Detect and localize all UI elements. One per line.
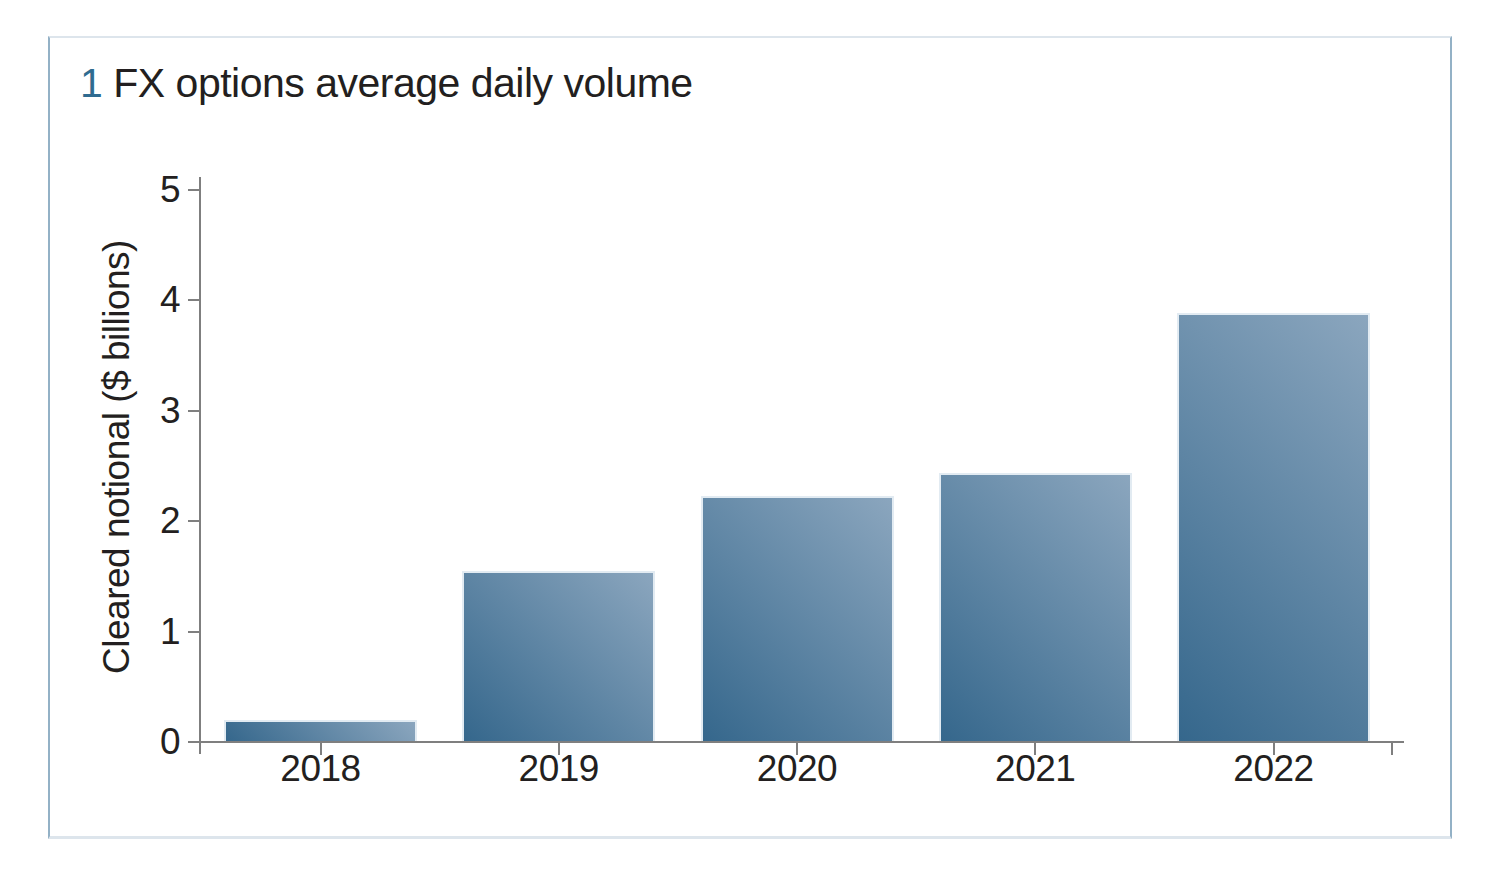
x-tick-mark bbox=[1273, 742, 1275, 755]
x-axis-end-tick-mark bbox=[1391, 742, 1393, 755]
bar-2018 bbox=[224, 720, 417, 741]
x-tick-label: 2020 bbox=[717, 749, 877, 789]
y-tick-label: 4 bbox=[80, 280, 180, 320]
y-tick-label: 5 bbox=[80, 170, 180, 210]
y-tick-mark bbox=[188, 520, 201, 522]
y-tick-mark bbox=[188, 299, 201, 301]
y-tick-mark bbox=[188, 631, 201, 633]
x-tick-label: 2021 bbox=[955, 749, 1115, 789]
y-tick-label: 3 bbox=[80, 391, 180, 431]
x-tick-mark bbox=[796, 742, 798, 755]
x-tick-label: 2022 bbox=[1194, 749, 1354, 789]
y-tick-label: 0 bbox=[80, 722, 180, 762]
y-tick-label: 2 bbox=[80, 501, 180, 541]
y-tick-mark bbox=[188, 410, 201, 412]
plot-area: 0 1 2 3 4 5 2018 2019 2020 2021 2022 bbox=[50, 38, 1450, 836]
y-axis-line bbox=[199, 177, 201, 754]
bar-2022 bbox=[1177, 313, 1370, 741]
x-tick-label: 2019 bbox=[479, 749, 639, 789]
x-tick-label: 2018 bbox=[241, 749, 401, 789]
y-tick-label: 1 bbox=[80, 612, 180, 652]
x-tick-mark bbox=[558, 742, 560, 755]
x-tick-mark bbox=[1034, 742, 1036, 755]
bar-2020 bbox=[701, 496, 894, 741]
chart-card: 1FX options average daily volume Cleared… bbox=[48, 36, 1452, 839]
bar-2019 bbox=[462, 571, 655, 741]
y-tick-mark bbox=[188, 189, 201, 191]
x-tick-mark bbox=[320, 742, 322, 755]
bar-2021 bbox=[939, 473, 1132, 741]
